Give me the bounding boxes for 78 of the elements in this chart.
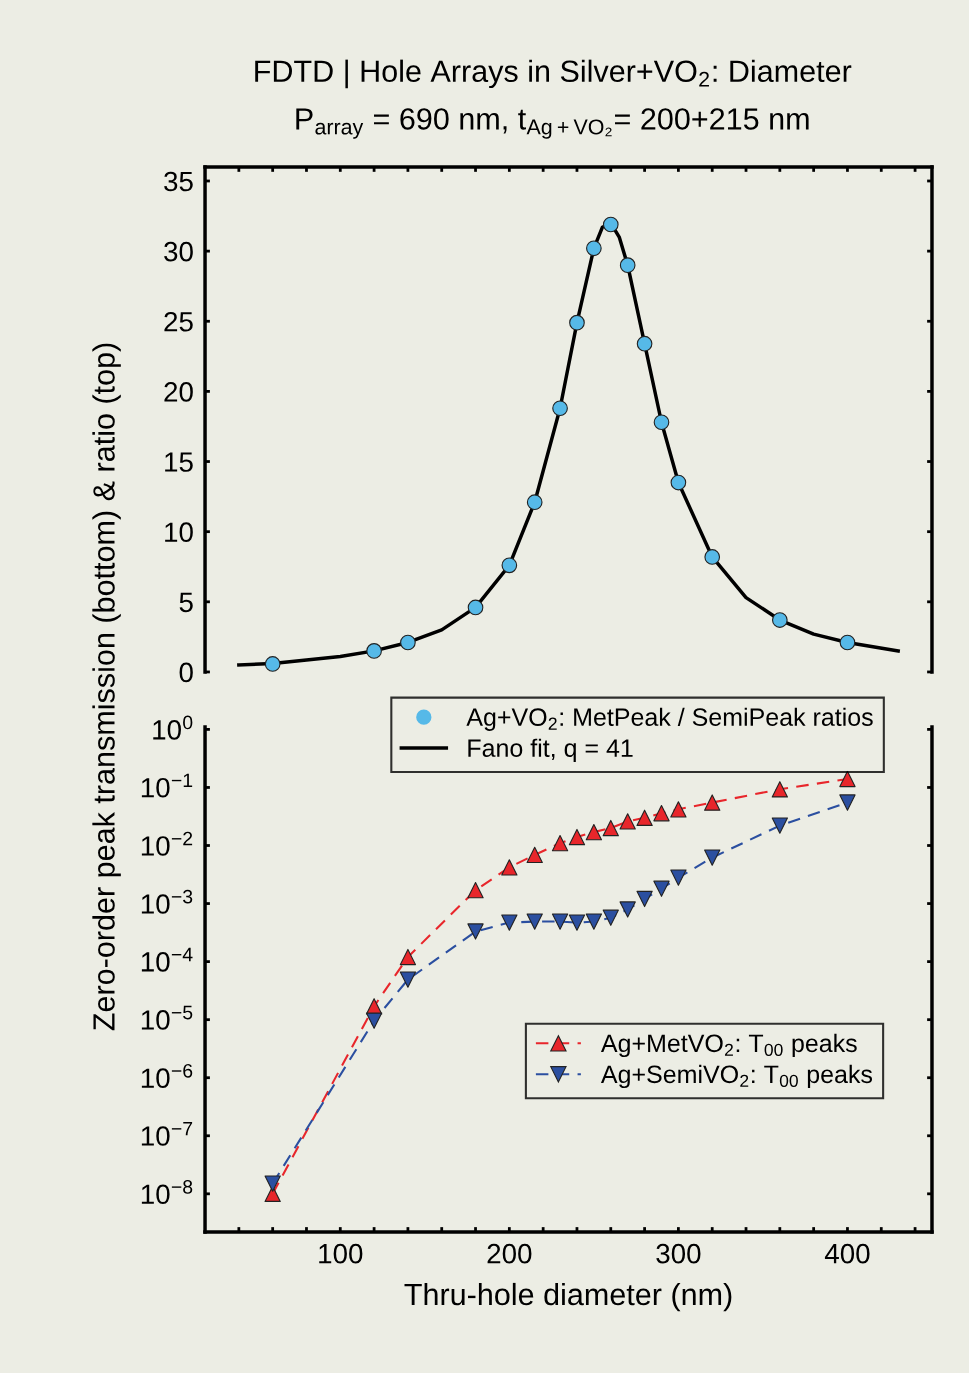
point [602,216,619,233]
point [839,634,856,651]
chart-subtitle: P$_{array}$ = 690 nm, t$_{Ag+VO₂}$= 200+215 nm [296,108,809,139]
x-tick-label: 300 [656,1243,701,1264]
y-tick-label: 5 [179,592,193,613]
point [501,557,518,574]
point [569,314,585,331]
point [602,909,619,926]
point [585,913,603,930]
point [636,809,653,826]
y-axis-title: Zero-order peak transmission (bottom) & ratio (top) [92,343,121,1031]
chart-title: FDTD | Hole Arrays in Silver+VO$_{2}$: Diameter [255,59,852,89]
point [551,834,569,852]
point [704,849,721,866]
point [568,914,586,931]
y-tick-label: 25 [164,311,193,332]
point [704,794,721,811]
point [568,828,586,846]
y-tick-label: 35 [164,171,193,192]
point [653,805,670,822]
point [839,770,856,788]
x-tick-label: 200 [487,1243,532,1264]
y-tick-label: 10$^{−3}$ [141,889,193,914]
point [467,923,484,940]
x-axis-title: Thru-hole diameter (nm) [404,1282,732,1312]
point [526,846,543,864]
x-tick-label: 100 [319,1243,363,1264]
y-tick-label: 30 [164,241,193,262]
point [365,1012,383,1029]
point [670,869,687,886]
point [501,914,518,931]
y-tick-label: 10$^{−6}$ [141,1063,193,1089]
y-tick-label: 15 [165,452,193,472]
y-tick-label: 10 [165,522,193,543]
point [839,794,856,811]
x-tick-label: 400 [824,1243,870,1264]
y-tick-label: 10$^{−2}$ [141,831,193,856]
point [636,335,653,352]
point [636,890,653,908]
y-tick-label: 10$^{−5}$ [141,1005,193,1030]
y-tick-label: 20 [164,382,193,402]
point [771,817,788,834]
y-tick-label: 10$^{−7}$ [141,1121,193,1146]
point [771,781,788,798]
legend-label: Fano fit, q = 41 [468,738,633,762]
point [526,494,543,511]
y-tick-label: 10$^{0}$ [153,715,193,740]
point [602,819,619,837]
y-tick-label: 10$^{−8}$ [141,1180,193,1205]
point [400,634,416,651]
point [670,801,687,818]
point [264,656,281,672]
point [552,400,568,417]
point [467,882,484,899]
y-tick-label: 10$^{−1}$ [141,773,193,798]
point [653,414,670,431]
point [526,913,543,930]
point [467,599,484,616]
point [619,901,636,918]
legend-label: Ag+SemiVO$_{2}$: T$_{00}$ peaks [600,1064,873,1089]
legend-label: Ag+VO$_{2}$: MetPeak / SemiPeak ratios [466,707,873,731]
point [585,823,603,841]
point [586,240,602,257]
y-tick-label: 10$^{−4}$ [141,947,193,972]
point [399,971,417,988]
point [366,643,382,659]
point [551,913,569,930]
point [619,813,636,830]
point [771,612,788,628]
point [704,549,721,565]
point [619,257,636,273]
point [653,880,670,897]
y-tick-label: 0 [179,662,193,683]
legend-label: Ag+MetVO$_{2}$: T$_{00}$ peaks [600,1033,857,1058]
point [670,474,687,491]
point [399,948,417,966]
point [264,1175,281,1192]
point [501,859,518,876]
